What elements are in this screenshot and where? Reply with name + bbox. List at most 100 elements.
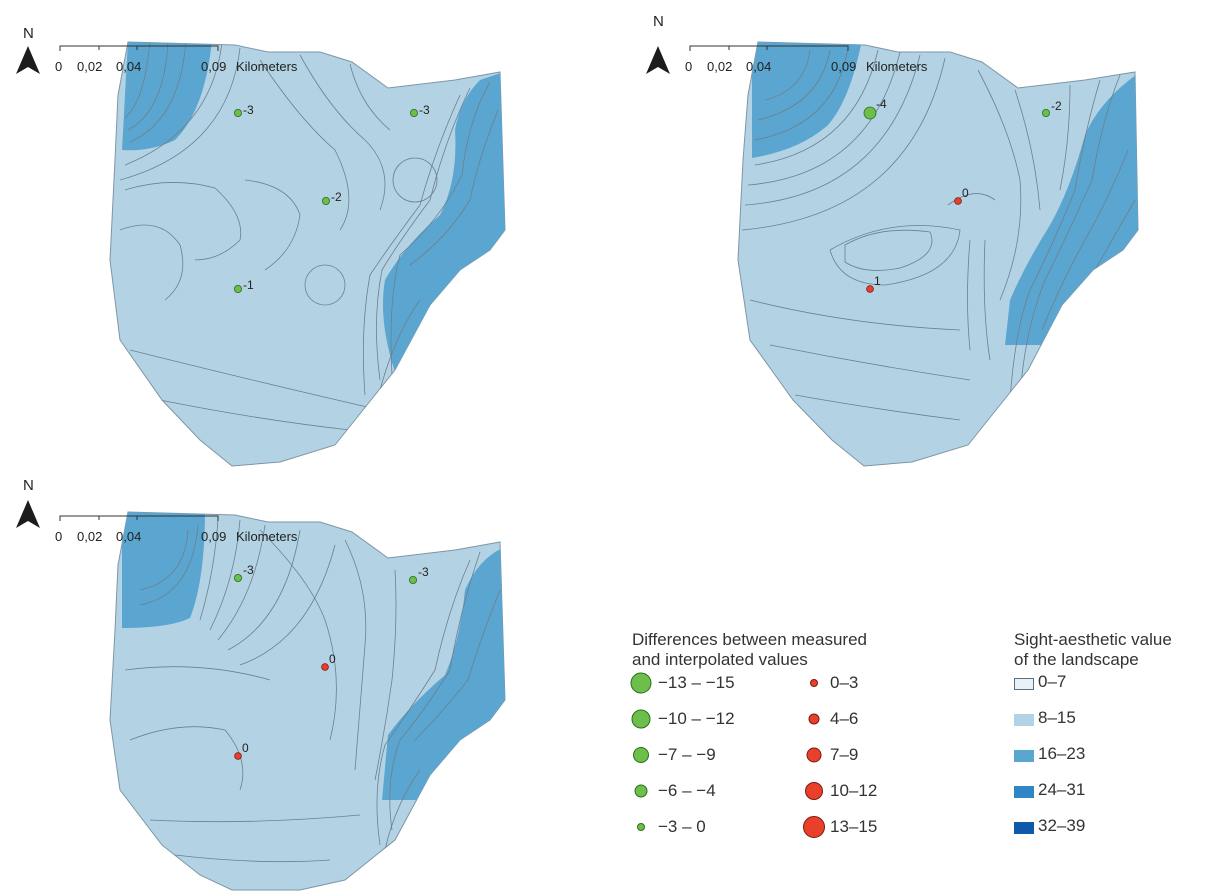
legend-negative-label: −6 – −4 [658, 781, 716, 800]
red-circle-icon [803, 816, 825, 838]
legend-positive-label: 10–12 [830, 781, 878, 800]
map-panel-2: -4 -2 0 1 N 0 0,02 0,04 0,09 Kilometers [630, 0, 1150, 470]
difference-point [408, 576, 417, 585]
point-label: 1 [874, 274, 881, 288]
legend-negative-item: −3 – 0 [628, 816, 706, 838]
legend-positive-item: 0–3 [800, 672, 858, 694]
scale-tick: 0 [55, 529, 63, 544]
point-label: -2 [1051, 99, 1062, 113]
difference-point [954, 197, 962, 205]
points-3: -3 -3 0 0 [233, 563, 429, 760]
north-label: N [653, 13, 664, 30]
red-circle-icon [805, 782, 823, 800]
scale-unit: Kilometers [866, 59, 928, 74]
legend-positive-item: 4–6 [800, 708, 858, 730]
high-value-zone [122, 512, 205, 628]
contour-map-2: -4 -2 0 1 [646, 41, 1139, 467]
points-2: -4 -2 0 1 [863, 97, 1062, 293]
scale-bar [689, 45, 849, 51]
legend-negative-label: −3 – 0 [658, 817, 706, 836]
legend-positive-item: 7–9 [800, 744, 858, 766]
scale-tick: 0,02 [707, 59, 733, 74]
legend-value-title-line1: Sight-aesthetic value [1014, 630, 1172, 649]
scale-tick: 0,04 [746, 59, 772, 74]
point-label: -4 [876, 97, 887, 111]
difference-point [1041, 109, 1050, 118]
legend-positive-item: 10–12 [800, 780, 877, 802]
value-class-swatch [1014, 750, 1034, 762]
green-circle-icon [633, 747, 649, 763]
scale-tick: 0,09 [201, 529, 227, 544]
point-label: -3 [243, 103, 254, 117]
value-class-label: 32–39 [1038, 816, 1086, 835]
points-1: -3 -3 -2 -1 [233, 103, 430, 293]
difference-point [234, 752, 242, 760]
value-class-label: 0–7 [1038, 672, 1067, 691]
value-class-swatch [1014, 678, 1034, 690]
value-class-label: 24–31 [1038, 780, 1086, 799]
green-circle-icon [634, 784, 648, 798]
scale-tick: 0 [685, 59, 693, 74]
legend-negative-label: −10 – −12 [658, 709, 735, 728]
difference-point [409, 109, 418, 118]
legend-differences-title-line2: and interpolated values [632, 650, 808, 669]
legend-positive-label: 13–15 [830, 817, 878, 836]
scale-tick: 0,09 [201, 59, 227, 74]
north-arrow-icon [16, 500, 40, 528]
difference-point [321, 196, 330, 205]
difference-point [233, 284, 242, 293]
legend-negative-item: −13 – −15 [628, 672, 735, 694]
north-arrow-icon [646, 46, 670, 74]
difference-point [321, 663, 329, 671]
north-label: N [23, 25, 34, 42]
high-value-zone [122, 42, 212, 151]
scale-bar [59, 45, 219, 51]
value-class-swatch [1014, 786, 1034, 798]
value-class-swatch [1014, 822, 1034, 834]
point-label: -1 [243, 278, 254, 292]
red-circle-icon [808, 713, 820, 725]
point-label: 0 [242, 741, 249, 755]
point-label: -3 [418, 565, 429, 579]
green-circle-icon [637, 823, 645, 831]
legend-negative-label: −7 – −9 [658, 745, 716, 764]
difference-point [866, 285, 874, 293]
legend-negative-item: −7 – −9 [628, 744, 716, 766]
scale-tick: 0,04 [116, 529, 142, 544]
difference-point [233, 109, 242, 118]
scale-tick: 0,02 [77, 529, 103, 544]
legend-value-title-line2: of the landscape [1014, 650, 1139, 669]
scale-tick: 0 [55, 59, 63, 74]
map-panel-1: -3 -3 -2 -1 N 0 0,02 0,04 0,09 Kilometer… [0, 0, 520, 470]
north-label: N [23, 477, 34, 494]
contour-map-3: -3 -3 0 0 [16, 500, 506, 891]
legend-positive-label: 7–9 [830, 745, 859, 764]
point-label: 0 [962, 186, 969, 200]
legend-differences-title-line1: Differences between measured [632, 630, 867, 649]
green-circle-icon [631, 709, 651, 729]
map-panel-3: -3 -3 0 0 N 0 0,02 0,04 0,09 Kilometers [0, 470, 520, 896]
north-arrow-icon [16, 46, 40, 74]
legend-negative-item: −6 – −4 [628, 780, 716, 802]
scale-tick: 0,09 [831, 59, 857, 74]
high-value-zone [752, 42, 862, 158]
legend-positive-label: 4–6 [830, 709, 859, 728]
value-class-swatch [1014, 714, 1034, 726]
scale-unit: Kilometers [236, 529, 298, 544]
contour-map-1: -3 -3 -2 -1 [16, 41, 506, 467]
point-label: -2 [331, 190, 342, 204]
legend-negative-label: −13 – −15 [658, 673, 735, 692]
legend-positive-item: 13–15 [800, 816, 877, 838]
red-circle-icon [810, 679, 818, 687]
difference-point [233, 574, 242, 583]
scale-tick: 0,02 [77, 59, 103, 74]
scale-tick: 0,04 [116, 59, 142, 74]
point-label: -3 [243, 563, 254, 577]
point-label: -3 [419, 103, 430, 117]
legend-positive-label: 0–3 [830, 673, 859, 692]
point-label: 0 [329, 652, 336, 666]
value-class-label: 8–15 [1038, 708, 1076, 727]
scale-bar [59, 515, 219, 521]
scale-unit: Kilometers [236, 59, 298, 74]
value-class-label: 16–23 [1038, 744, 1086, 763]
